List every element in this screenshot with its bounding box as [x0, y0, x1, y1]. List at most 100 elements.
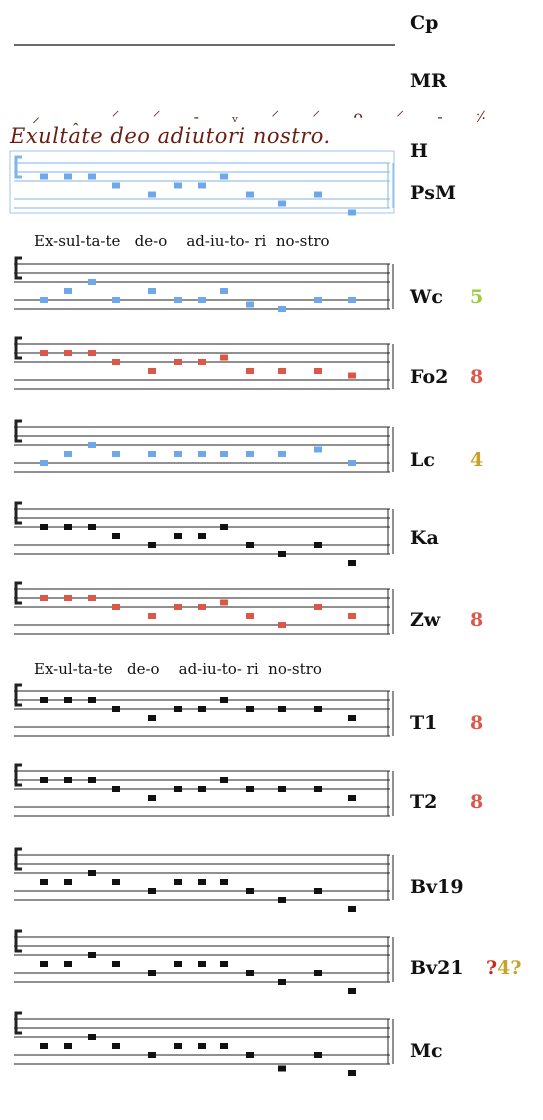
note: [112, 451, 120, 457]
note: [112, 182, 120, 189]
note: [148, 715, 156, 721]
manuscript-frame: [9, 150, 395, 214]
mode-bv21: ?4?: [486, 957, 522, 979]
note: [40, 777, 48, 783]
note: [148, 1052, 156, 1058]
note: [64, 350, 72, 356]
note: [40, 879, 48, 885]
mode-bv21-value: 4: [497, 957, 511, 979]
note: [40, 1043, 48, 1049]
manuscript-neumes: ⸝ ꞈ ⸍ ⸍ - ᵥ ⸍ ⸍ ᴖ ⸍ - ⸓: [32, 107, 501, 126]
note: [278, 306, 286, 312]
note: [348, 988, 356, 994]
c-clef-icon: [14, 336, 22, 360]
note: [278, 551, 286, 557]
lyrics-upper: Ex-sul-ta-te de-o ad-iu-to- ri no-stro: [34, 232, 330, 250]
note: [88, 777, 96, 783]
note: [198, 359, 206, 365]
row-label-wc: Wc: [410, 286, 443, 308]
note: [64, 595, 72, 601]
note: [40, 524, 48, 530]
note: [348, 297, 356, 303]
note: [174, 1043, 182, 1049]
row-label-mr: MR: [410, 70, 447, 92]
row-label-zw: Zw: [410, 609, 441, 631]
mode-t1: 8: [470, 712, 484, 734]
note: [64, 451, 72, 457]
note: [348, 613, 356, 619]
note: [40, 697, 48, 703]
note: [220, 879, 228, 885]
note: [64, 777, 72, 783]
note: [198, 706, 206, 712]
note: [148, 613, 156, 619]
note: [112, 706, 120, 712]
note: [174, 451, 182, 457]
note: [112, 297, 120, 303]
row-label-bv19: Bv19: [410, 876, 464, 898]
note: [174, 604, 182, 610]
note: [112, 359, 120, 365]
note: [148, 191, 156, 198]
row-label-ka: Ka: [410, 527, 439, 549]
note: [220, 288, 228, 294]
note: [64, 961, 72, 967]
row-label-psm: PsM: [410, 182, 457, 204]
note: [64, 879, 72, 885]
note: [220, 777, 228, 783]
note: [278, 979, 286, 985]
note: [198, 297, 206, 303]
note: [314, 706, 322, 712]
note: [348, 715, 356, 721]
note: [314, 297, 322, 303]
c-clef-icon: [14, 929, 22, 953]
note: [40, 460, 48, 466]
note: [174, 297, 182, 303]
note: [220, 961, 228, 967]
mode-bv21-q1: ?: [486, 957, 498, 979]
note: [174, 961, 182, 967]
note: [198, 961, 206, 967]
note: [88, 595, 96, 601]
note: [148, 368, 156, 374]
note: [348, 1070, 356, 1076]
lyrics-lower: Ex-ul-ta-te de-o ad-iu-to- ri no-stro: [34, 660, 322, 678]
note: [220, 354, 228, 361]
note: [246, 368, 254, 374]
note: [246, 706, 254, 712]
note: [88, 952, 96, 958]
note: [246, 786, 254, 792]
note: [112, 961, 120, 967]
note: [220, 1043, 228, 1049]
note: [278, 200, 286, 207]
note: [148, 888, 156, 894]
note: [174, 533, 182, 539]
note: [112, 1043, 120, 1049]
mode-lc: 4: [470, 449, 484, 471]
mode-zw: 8: [470, 609, 484, 631]
note: [112, 533, 120, 539]
note: [246, 888, 254, 894]
note: [64, 173, 72, 180]
note: [246, 542, 254, 548]
note: [64, 1043, 72, 1049]
note: [88, 279, 96, 285]
note: [112, 879, 120, 885]
note: [220, 173, 228, 180]
note: [314, 368, 322, 374]
note: [198, 182, 206, 189]
note: [198, 786, 206, 792]
note: [88, 1034, 96, 1040]
note: [198, 1043, 206, 1049]
note: [278, 706, 286, 712]
note: [174, 182, 182, 189]
note: [314, 786, 322, 792]
note: [220, 524, 228, 530]
note: [314, 542, 322, 548]
note: [174, 706, 182, 712]
note: [148, 542, 156, 548]
row-label-fo2: Fo2: [410, 366, 449, 388]
note: [64, 697, 72, 703]
note: [88, 870, 96, 876]
note: [348, 560, 356, 566]
